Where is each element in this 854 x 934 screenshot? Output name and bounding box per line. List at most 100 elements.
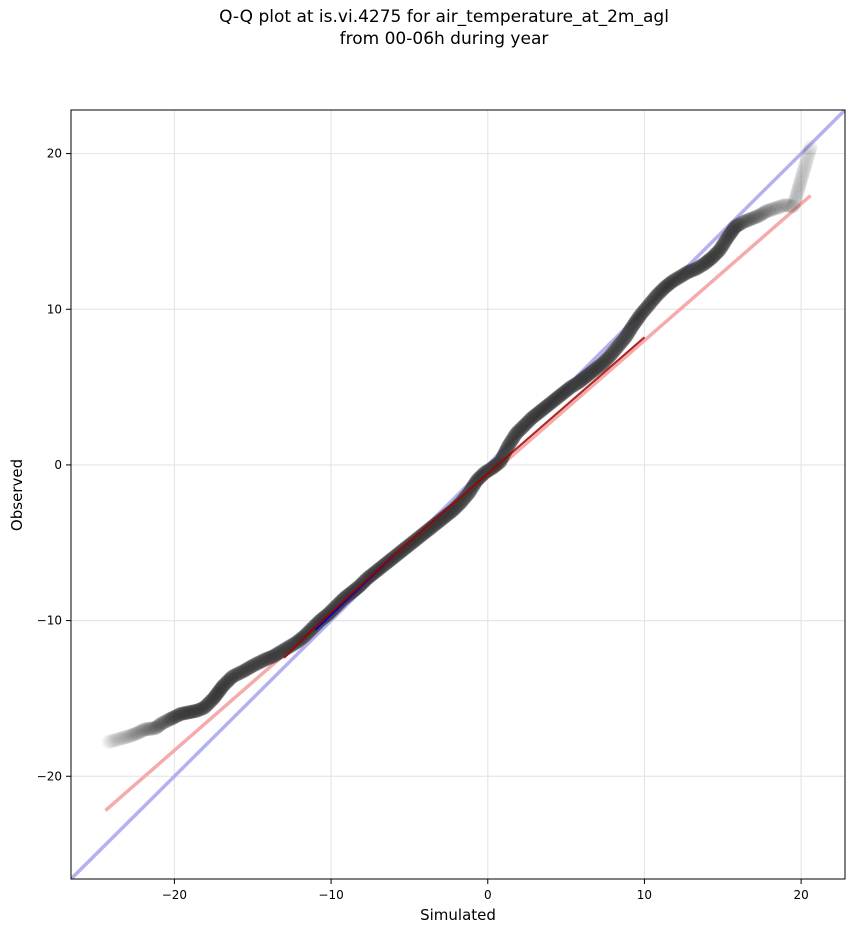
data-point-83 — [258, 652, 273, 667]
data-point-22 — [148, 721, 163, 736]
data-point-43 — [189, 703, 204, 718]
data-point-24 — [151, 718, 166, 733]
data-point-401 — [769, 201, 784, 216]
plot-frame — [70, 109, 846, 880]
data-point-238 — [503, 435, 518, 450]
data-point-280 — [569, 376, 584, 391]
data-point-268 — [549, 391, 564, 406]
data-point-296 — [595, 356, 610, 371]
data-point-221 — [479, 464, 494, 479]
data-point-166 — [394, 544, 409, 559]
data-point-293 — [590, 360, 605, 375]
data-point-357 — [693, 259, 708, 274]
data-point-126 — [331, 596, 346, 611]
data-point-65 — [222, 672, 237, 687]
data-point-64 — [220, 674, 235, 689]
data-point-60 — [214, 680, 229, 695]
data-point-287 — [581, 367, 596, 382]
data-point-210 — [463, 483, 478, 498]
data-point-384 — [734, 216, 749, 231]
data-point-104 — [297, 629, 312, 644]
data-point-37 — [177, 706, 192, 721]
data-point-254 — [527, 408, 542, 423]
data-point-331 — [646, 291, 661, 306]
data-point-97 — [285, 637, 300, 652]
data-point-76 — [243, 659, 258, 674]
data-point-62 — [217, 677, 232, 692]
data-point-286 — [579, 369, 594, 384]
data-point-182 — [419, 524, 434, 539]
data-point-53 — [206, 691, 221, 706]
data-point-413 — [789, 190, 804, 205]
data-point-285 — [577, 370, 592, 385]
data-point-361 — [700, 254, 715, 269]
data-point-167 — [396, 542, 411, 557]
curve-line-1 — [283, 336, 646, 659]
data-point-418 — [792, 178, 807, 193]
data-point-108 — [303, 622, 318, 637]
data-point-380 — [727, 221, 742, 236]
data-point-256 — [530, 406, 545, 421]
data-point-291 — [587, 362, 602, 377]
data-point-405 — [778, 197, 793, 212]
data-point-279 — [567, 377, 582, 392]
data-point-320 — [630, 312, 645, 327]
data-point-91 — [273, 644, 288, 659]
identity-reference-line — [71, 110, 845, 879]
data-point-96 — [283, 638, 298, 653]
data-points — [101, 140, 818, 750]
data-point-417 — [791, 180, 806, 195]
data-point-84 — [260, 651, 275, 666]
data-point-23 — [150, 719, 165, 734]
data-point-168 — [397, 541, 412, 556]
data-point-329 — [643, 295, 658, 310]
data-point-244 — [512, 423, 527, 438]
data-point-75 — [241, 661, 256, 676]
data-point-372 — [716, 236, 731, 251]
data-point-15 — [133, 724, 148, 739]
data-point-303 — [606, 345, 621, 360]
y-tick-label-0: −20 — [37, 769, 62, 783]
data-point-368 — [711, 244, 726, 259]
data-point-219 — [476, 467, 491, 482]
data-point-363 — [703, 252, 718, 267]
data-point-355 — [689, 261, 704, 276]
data-point-0 — [101, 735, 116, 750]
data-point-262 — [540, 398, 555, 413]
y-axis-ticks: −20 −10 0 10 20 — [37, 147, 71, 783]
data-point-128 — [335, 593, 350, 608]
data-point-319 — [629, 314, 644, 329]
data-point-165 — [393, 545, 408, 560]
data-point-343 — [665, 274, 680, 289]
data-point-362 — [701, 253, 716, 268]
data-point-389 — [743, 211, 758, 226]
data-point-433 — [802, 142, 817, 157]
data-point-317 — [626, 317, 641, 332]
data-point-396 — [757, 205, 772, 220]
data-point-57 — [211, 685, 226, 700]
data-point-113 — [311, 615, 326, 630]
data-point-342 — [664, 275, 679, 290]
data-point-251 — [523, 412, 538, 427]
data-point-324 — [635, 305, 650, 320]
data-point-393 — [751, 208, 766, 223]
data-point-281 — [571, 375, 586, 390]
data-point-47 — [197, 700, 212, 715]
data-point-39 — [181, 705, 196, 720]
data-point-397 — [759, 204, 774, 219]
data-point-8 — [119, 730, 134, 745]
data-point-294 — [592, 359, 607, 374]
data-point-99 — [289, 635, 304, 650]
data-point-13 — [129, 726, 144, 741]
data-point-252 — [524, 411, 539, 426]
data-point-89 — [270, 647, 285, 662]
data-point-407 — [782, 198, 797, 213]
data-point-246 — [515, 420, 530, 435]
data-point-245 — [513, 422, 528, 437]
data-point-305 — [609, 341, 624, 356]
data-point-171 — [402, 537, 417, 552]
data-point-169 — [399, 540, 414, 555]
data-point-54 — [207, 689, 222, 704]
data-point-348 — [675, 268, 690, 283]
data-point-59 — [213, 682, 228, 697]
